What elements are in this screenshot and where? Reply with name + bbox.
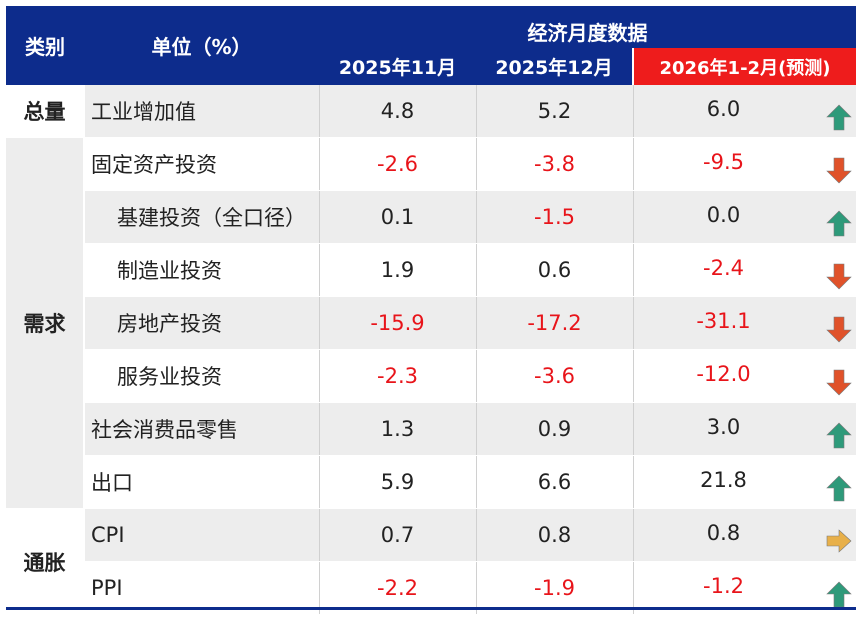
trend-up-arrow-icon [826, 210, 852, 237]
trend-arrow-shape [826, 210, 852, 237]
trend-arrow-shape [826, 369, 852, 396]
cell-forecast: -12.0 [632, 349, 856, 403]
forecast-value: 6.0 [706, 97, 741, 121]
cell-2025-12: 5.2 [476, 85, 634, 138]
table-row: 服务业投资 -2.3 -3.6 -12.0 [6, 349, 856, 403]
cell-2025-11: 5.9 [319, 455, 477, 509]
cell-2025-11: -2.2 [319, 561, 477, 615]
cell-2025-12: 0.9 [476, 402, 634, 456]
forecast-value: -9.5 [703, 150, 744, 174]
cell-2025-11: -2.3 [319, 349, 477, 403]
row-name: PPI [84, 561, 320, 615]
header-col-2025-11: 2025年11月 [319, 48, 476, 85]
forecast-value: -31.1 [696, 309, 751, 333]
header-col-forecast: 2026年1-2月(预测) [632, 48, 856, 85]
table-row: 通胀 CPI 0.7 0.8 0.8 [6, 508, 856, 615]
cell-2025-12: -1.9 [476, 561, 634, 615]
table-row: 需求 固定资产投资 -2.6 -3.8 -9.5 [6, 137, 856, 509]
cell-2025-11: -2.6 [319, 137, 477, 191]
cell-forecast: -1.2 [632, 561, 856, 615]
row-name: 房地产投资 [84, 296, 320, 350]
table-bottom-rule [6, 607, 856, 610]
header-category: 类别 [6, 6, 84, 85]
trend-arrow-shape [826, 316, 852, 343]
cell-2025-12: -3.8 [476, 137, 634, 191]
trend-arrow-shape [826, 581, 852, 608]
trend-down-arrow-icon [826, 369, 852, 396]
cell-2025-11: -15.9 [319, 296, 477, 350]
row-name: 工业增加值 [84, 85, 320, 138]
forecast-value: -12.0 [696, 362, 751, 386]
cell-forecast: -9.5 [632, 137, 856, 191]
trend-flat-arrow-icon [826, 529, 852, 553]
table-row: 制造业投资 1.9 0.6 -2.4 [6, 243, 856, 297]
header-group-monthly-data: 经济月度数据 [319, 6, 856, 48]
row-name: 服务业投资 [84, 349, 320, 403]
cell-2025-11: 0.1 [319, 190, 477, 244]
cell-forecast: 3.0 [632, 402, 856, 456]
forecast-value: -1.2 [703, 574, 744, 598]
cell-2025-11: 4.8 [319, 85, 477, 138]
trend-down-arrow-icon [826, 263, 852, 290]
trend-down-arrow-icon [826, 157, 852, 184]
trend-arrow-shape [826, 104, 852, 131]
trend-up-arrow-icon [826, 581, 852, 608]
trend-arrow-shape [826, 157, 852, 184]
table-row: PPI -2.2 -1.9 -1.2 [6, 561, 856, 615]
trend-arrow-shape [826, 529, 852, 553]
forecast-value: 0.8 [706, 521, 741, 545]
table-row: 社会消费品零售 1.3 0.9 3.0 [6, 402, 856, 456]
cell-2025-12: -3.6 [476, 349, 634, 403]
cell-2025-12: -1.5 [476, 190, 634, 244]
trend-up-arrow-icon [826, 422, 852, 449]
trend-arrow-shape [826, 422, 852, 449]
cell-2025-11: 1.9 [319, 243, 477, 297]
row-name: 制造业投资 [84, 243, 320, 297]
table-row: 基建投资（全口径） 0.1 -1.5 0.0 [6, 190, 856, 244]
cell-forecast: 0.0 [632, 190, 856, 244]
trend-up-arrow-icon [826, 475, 852, 502]
table-row: 总量 工业增加值 4.8 5.2 6.0 [6, 85, 856, 138]
forecast-value: -2.4 [703, 256, 744, 280]
row-name: 固定资产投资 [84, 137, 320, 191]
economic-data-table: 类别 单位（%） 经济月度数据 2025年11月 2025年12月 2026年1… [6, 6, 856, 615]
header-col-2025-12: 2025年12月 [476, 48, 633, 85]
table-row: 出口 5.9 6.6 21.8 [6, 455, 856, 509]
cell-2025-12: 6.6 [476, 455, 634, 509]
category-total: 总量 [6, 85, 85, 138]
cell-forecast: 0.8 [632, 508, 856, 562]
cell-2025-11: 0.7 [319, 508, 477, 562]
table-row: 房地产投资 -15.9 -17.2 -31.1 [6, 296, 856, 350]
trend-arrow-shape [826, 475, 852, 502]
cell-forecast: 21.8 [632, 455, 856, 509]
row-name: 社会消费品零售 [84, 402, 320, 456]
cell-2025-12: -17.2 [476, 296, 634, 350]
trend-down-arrow-icon [826, 316, 852, 343]
forecast-value: 3.0 [706, 415, 741, 439]
row-name: 出口 [84, 455, 320, 509]
category-demand: 需求 [6, 137, 85, 509]
row-name: CPI [84, 508, 320, 562]
forecast-value: 0.0 [706, 203, 741, 227]
row-name: 基建投资（全口径） [84, 190, 320, 244]
cell-2025-12: 0.8 [476, 508, 634, 562]
header-unit: 单位（%） [84, 6, 319, 85]
category-inflation: 通胀 [6, 508, 85, 615]
cell-2025-11: 1.3 [319, 402, 477, 456]
trend-arrow-shape [826, 263, 852, 290]
cell-forecast: -2.4 [632, 243, 856, 297]
cell-forecast: 6.0 [632, 85, 856, 138]
trend-up-arrow-icon [826, 104, 852, 131]
forecast-value: 21.8 [700, 468, 747, 492]
cell-2025-12: 0.6 [476, 243, 634, 297]
cell-forecast: -31.1 [632, 296, 856, 350]
